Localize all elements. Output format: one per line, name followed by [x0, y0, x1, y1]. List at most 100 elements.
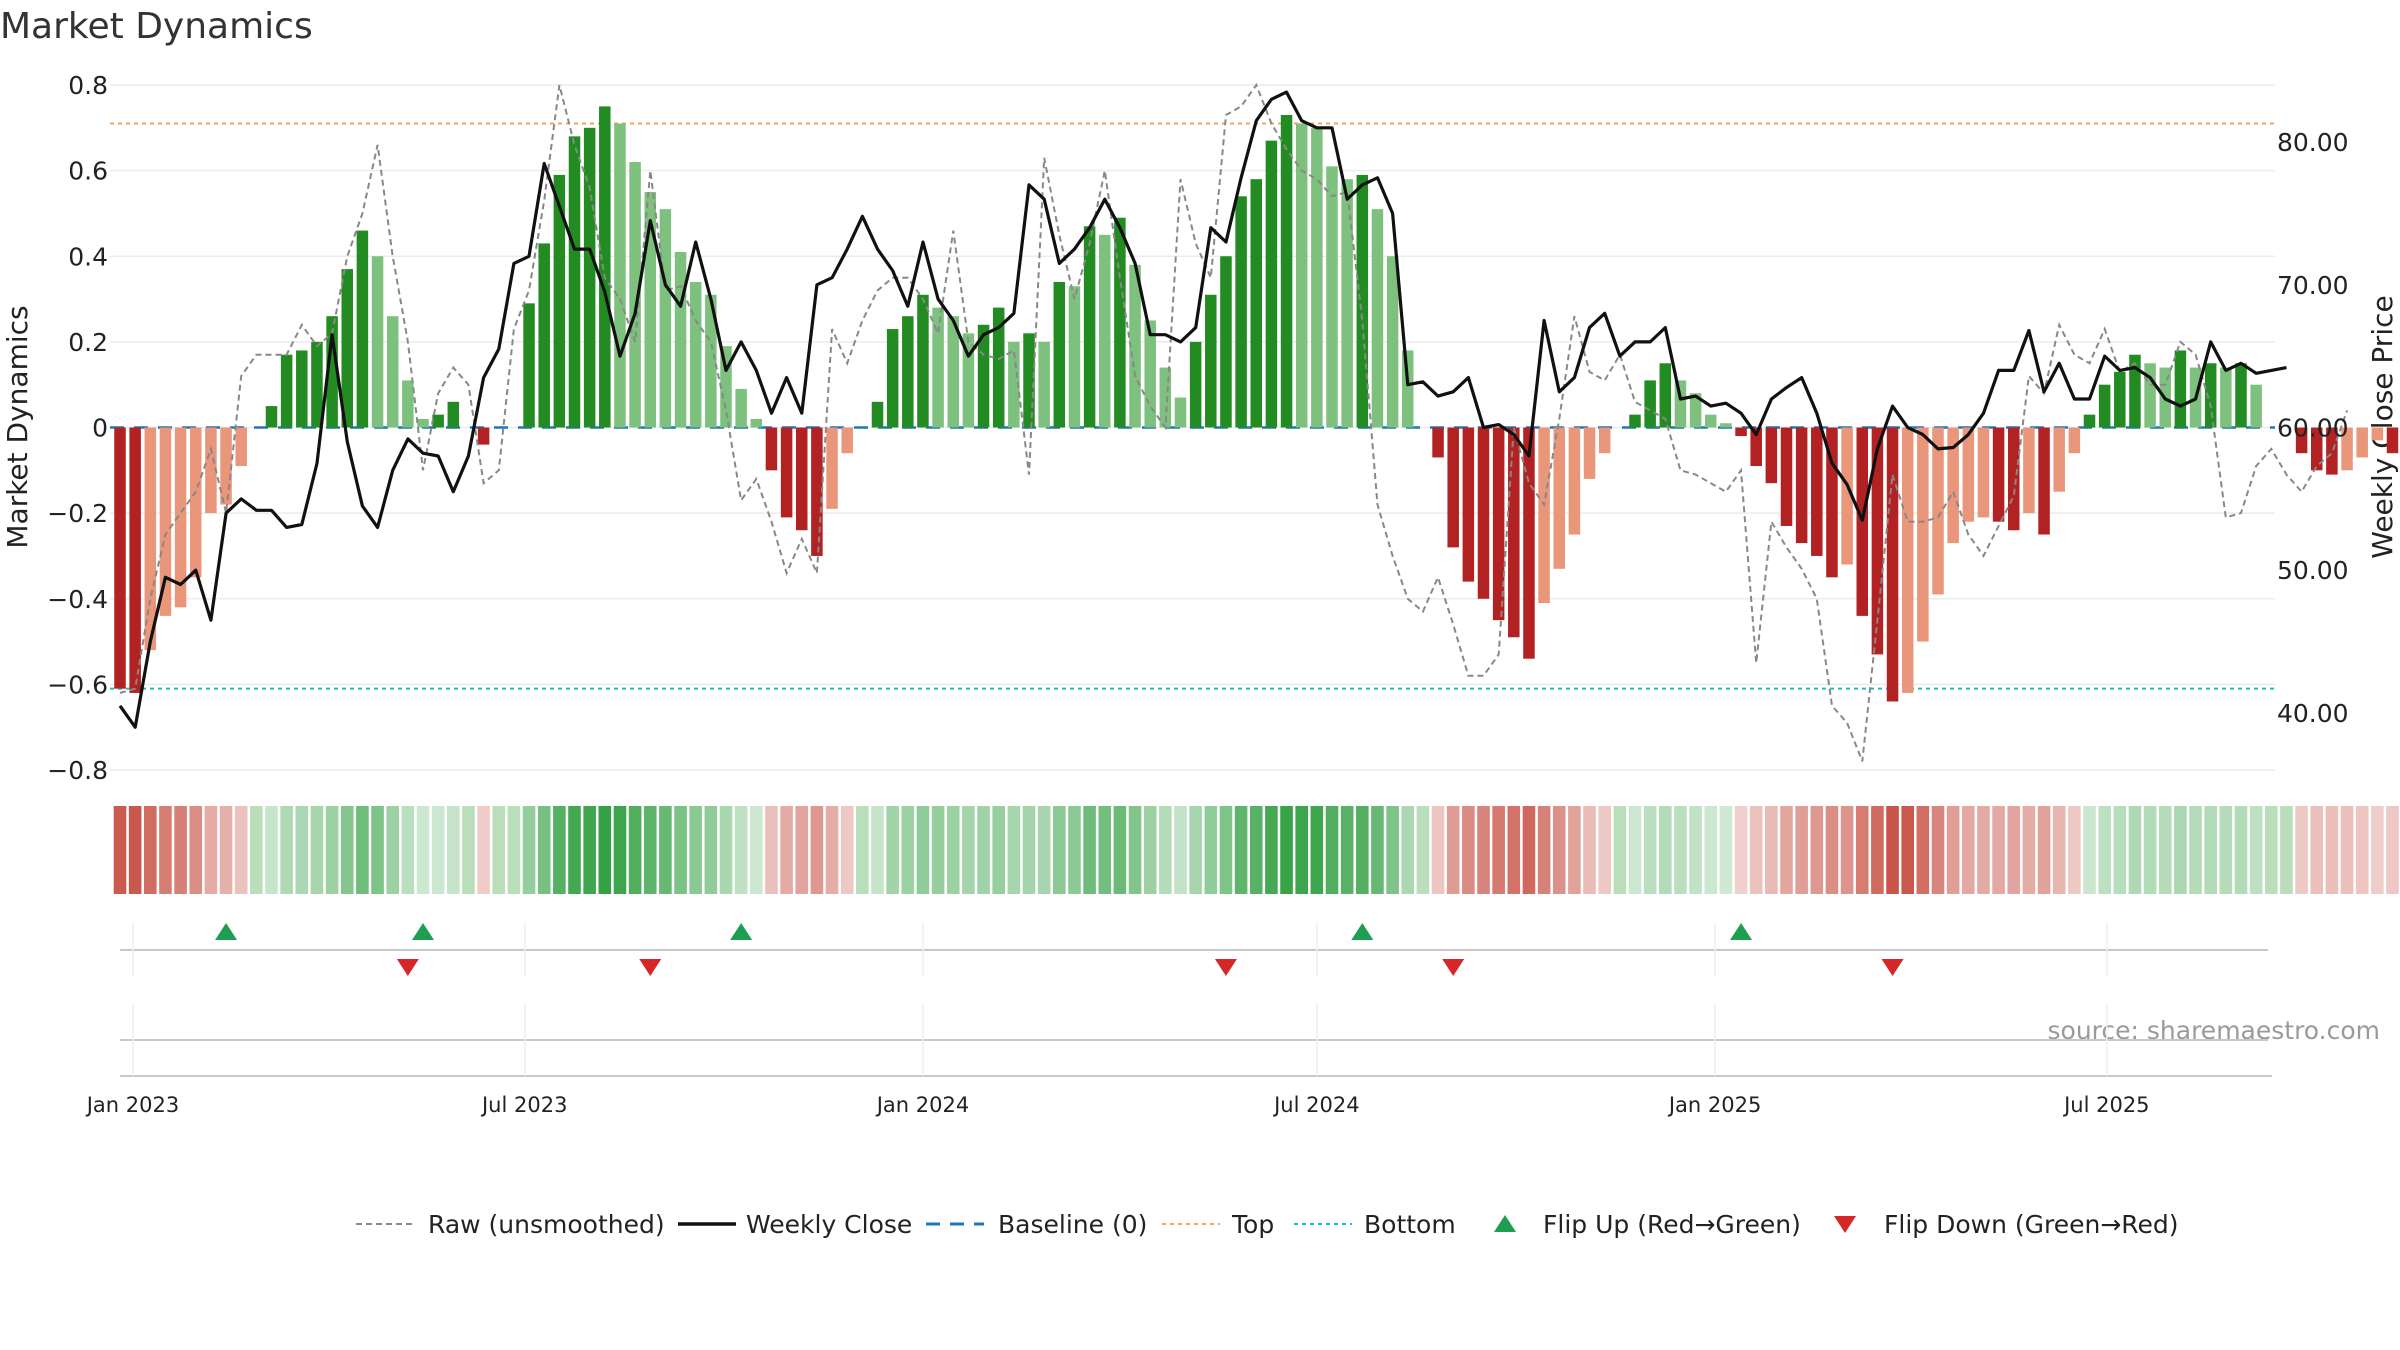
- x-tick-label: Jan 2024: [875, 1093, 970, 1117]
- heat-strip-cell: [325, 806, 339, 894]
- heat-strip-cell: [2068, 806, 2081, 894]
- heat-strip-cell: [1871, 806, 1884, 894]
- dynamics-bar: [402, 380, 414, 428]
- heat-strip-cell: [1765, 806, 1778, 894]
- dynamics-bar: [2083, 414, 2096, 428]
- heat-strip-cell: [1219, 806, 1233, 894]
- heat-strip-cell: [522, 806, 536, 894]
- heat-strip-cell: [2037, 806, 2051, 894]
- heat-strip-cell: [1613, 806, 1627, 894]
- heat-strip-cell: [931, 806, 945, 894]
- y2-tick-label: 50.00: [2277, 556, 2349, 585]
- dynamics-bar: [659, 209, 672, 428]
- heat-strip-cell: [2174, 806, 2187, 894]
- dynamics-bar: [689, 281, 702, 428]
- heat-strip-cell: [2007, 806, 2021, 894]
- dynamics-bar: [205, 427, 217, 514]
- dynamics-bar: [962, 333, 975, 428]
- heat-strip-cell: [2295, 806, 2308, 894]
- heat-strip-cell: [1007, 806, 1021, 894]
- dynamics-bar: [1811, 427, 1823, 556]
- heat-strip-cell: [1416, 806, 1430, 894]
- flip-up-marker: [412, 923, 434, 940]
- dynamics-bar: [1962, 427, 1975, 522]
- heat-strip-cell: [977, 806, 990, 894]
- dynamics-bar: [1311, 127, 1323, 428]
- x-tick-label: Jul 2024: [1272, 1093, 1359, 1117]
- y-axis-label: Market Dynamics: [1, 305, 34, 548]
- heat-strip-cell: [1462, 806, 1475, 894]
- dynamics-bar: [1705, 414, 1717, 428]
- flip-down-marker: [1881, 959, 1904, 976]
- dynamics-bar: [296, 350, 308, 428]
- dynamics-bar: [750, 418, 763, 428]
- dynamics-bar: [1689, 393, 1702, 428]
- dynamics-bar: [1174, 397, 1187, 428]
- legend-label: Bottom: [1364, 1210, 1456, 1239]
- flip-markers: [120, 923, 2272, 1077]
- heat-strip-cell: [2113, 806, 2127, 894]
- heat-strip-cell: [1704, 806, 1718, 894]
- heat-strip-cell: [1249, 806, 1263, 894]
- y-tick-label: 0: [92, 414, 108, 443]
- heat-strip-cell: [1037, 806, 1051, 894]
- dynamics-bar: [674, 251, 687, 428]
- dynamics-bar: [1023, 333, 1035, 428]
- heat-strip-cell: [1128, 806, 1142, 894]
- heat-strip-cell: [916, 806, 930, 894]
- heat-strip-cell: [1659, 806, 1672, 894]
- dynamics-bar: [2038, 427, 2050, 535]
- heat-strip-cell: [1598, 806, 1611, 894]
- dynamics-bar: [992, 307, 1005, 428]
- heat-strip-cell: [1552, 806, 1566, 894]
- heat-strip-cell: [992, 806, 1005, 894]
- heat-strip-cell: [1159, 806, 1172, 894]
- dynamics-bar: [1189, 341, 1202, 428]
- heat-strip-cell: [962, 806, 975, 894]
- x-tick-label: Jan 2025: [1667, 1093, 1762, 1117]
- heat-strip-cell: [2249, 806, 2263, 894]
- heat-strip-cell: [568, 806, 581, 894]
- dynamics-bar: [947, 316, 959, 428]
- heat-strip-cell: [2128, 806, 2142, 894]
- heat-strip-cell: [674, 806, 687, 894]
- heat-strip-cell: [113, 806, 127, 894]
- dynamics-bars: [114, 106, 2399, 702]
- dynamics-bar: [796, 427, 808, 531]
- heat-strip-cell: [2265, 806, 2278, 894]
- heat-strip-cell: [2158, 806, 2172, 894]
- dynamics-bar: [417, 418, 429, 428]
- heat-strip-cell: [1295, 806, 1308, 894]
- dynamics-bar: [1674, 380, 1687, 428]
- heat-strip-cell: [659, 806, 672, 894]
- dynamics-bar: [826, 427, 838, 509]
- dynamics-bar: [2023, 427, 2035, 514]
- dynamics-bar: [1720, 423, 1732, 428]
- y-tick-label: 0.4: [68, 242, 108, 271]
- legend: Raw (unsmoothed) Weekly Close Baseline (0)…: [356, 1210, 2179, 1239]
- heat-strip-cell: [1143, 806, 1157, 894]
- dynamics-bar: [1235, 196, 1247, 428]
- dynamics-bar: [765, 427, 778, 471]
- dynamics-bar: [1932, 427, 1944, 595]
- dynamics-bar: [1144, 320, 1156, 428]
- heat-strip-cell: [765, 806, 778, 894]
- heat-strip-cell: [1265, 806, 1278, 894]
- heat-strip-cell: [1886, 806, 1899, 894]
- heat-strip-cell: [128, 806, 142, 894]
- heat-strip-cell: [1189, 806, 1202, 894]
- heat-strip-cell: [1946, 806, 1960, 894]
- dynamics-bar: [1871, 427, 1884, 655]
- heat-strip-cell: [507, 806, 521, 894]
- legend-flip-down-swatch: [1834, 1216, 1856, 1233]
- heat-strip-cell: [340, 806, 354, 894]
- heat-strip-cell: [750, 806, 763, 894]
- dynamics-bar: [1886, 427, 1899, 702]
- dynamics-bar: [1371, 209, 1384, 428]
- x-tick-label: Jul 2023: [480, 1093, 567, 1117]
- dynamics-bar: [780, 427, 793, 518]
- heat-strip-cell: [1689, 806, 1702, 894]
- heat-strip-cell: [1780, 806, 1793, 894]
- legend-label: Weekly Close: [746, 1210, 912, 1239]
- weekly-close-line: [118, 90, 2287, 729]
